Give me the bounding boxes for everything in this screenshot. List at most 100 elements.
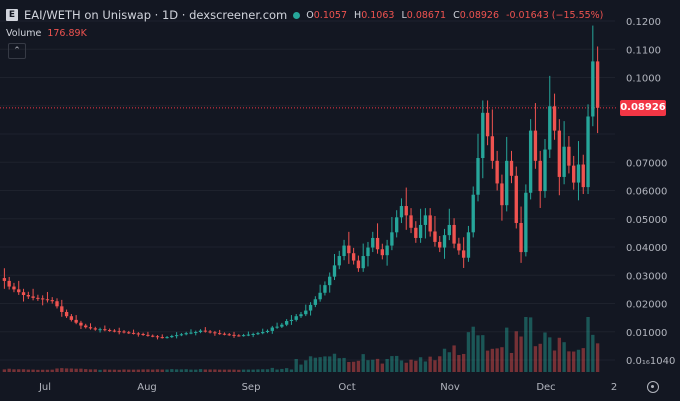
candle-body[interactable] — [342, 245, 346, 257]
candle-body[interactable] — [64, 311, 69, 317]
candle-body[interactable] — [103, 329, 107, 331]
candle-body[interactable] — [409, 215, 413, 228]
candle-body[interactable] — [155, 336, 160, 338]
candle-body[interactable] — [198, 330, 203, 333]
candle-body[interactable] — [88, 327, 93, 329]
candle-body[interactable] — [2, 278, 7, 281]
candle-body[interactable] — [576, 164, 581, 183]
candle-body[interactable] — [146, 334, 150, 336]
candle-body[interactable] — [227, 334, 231, 336]
candle-body[interactable] — [289, 319, 294, 322]
candle-body[interactable] — [595, 61, 600, 108]
candle-body[interactable] — [418, 224, 423, 238]
candle-body[interactable] — [256, 333, 260, 335]
candle-body[interactable] — [495, 160, 499, 184]
candle-body[interactable] — [203, 330, 207, 332]
candle-body[interactable] — [557, 130, 562, 177]
candle-body[interactable] — [232, 334, 236, 336]
candle-body[interactable] — [308, 304, 313, 311]
candle-body[interactable] — [385, 245, 389, 256]
candle-body[interactable] — [457, 243, 461, 251]
candle-body[interactable] — [26, 295, 30, 297]
candle-body[interactable] — [79, 322, 83, 326]
candle-body[interactable] — [356, 260, 361, 269]
candle-body[interactable] — [194, 332, 198, 334]
candle-body[interactable] — [74, 319, 78, 323]
candle-body[interactable] — [131, 332, 136, 334]
candle-body[interactable] — [184, 333, 188, 335]
candle-body[interactable] — [433, 231, 437, 242]
candle-body[interactable] — [261, 332, 265, 334]
candle-body[interactable] — [60, 306, 64, 312]
candle-body[interactable] — [222, 333, 227, 335]
candle-body[interactable] — [208, 331, 212, 333]
candle-body[interactable] — [50, 300, 54, 302]
candle-body[interactable] — [241, 335, 246, 337]
candle-body[interactable] — [404, 206, 408, 216]
candle-body[interactable] — [371, 237, 375, 248]
candle-body[interactable] — [366, 247, 370, 257]
candle-body[interactable] — [17, 289, 21, 293]
candle-body[interactable] — [500, 183, 504, 206]
candle-body[interactable] — [217, 333, 222, 335]
candle-body[interactable] — [567, 146, 571, 166]
candle-body[interactable] — [40, 298, 45, 300]
candle-body[interactable] — [284, 321, 289, 325]
candle-body[interactable] — [304, 310, 308, 315]
candle-body[interactable] — [141, 334, 145, 336]
candle-body[interactable] — [538, 160, 542, 192]
candle-body[interactable] — [533, 130, 538, 161]
candle-body[interactable] — [476, 158, 480, 195]
candle-body[interactable] — [179, 334, 184, 336]
candle-body[interactable] — [265, 330, 270, 333]
candle-body[interactable] — [399, 206, 404, 218]
candle-body[interactable] — [552, 106, 557, 131]
candle-body[interactable] — [524, 192, 528, 253]
candle-body[interactable] — [562, 146, 566, 177]
candle-body[interactable] — [548, 106, 552, 150]
candle-body[interactable] — [246, 334, 251, 336]
candle-body[interactable] — [98, 329, 102, 331]
candle-body[interactable] — [395, 217, 399, 233]
candle-body[interactable] — [127, 332, 131, 334]
chart-title[interactable]: EAI/WETH on Uniswap · 1D · dexscreener.c… — [24, 8, 288, 22]
candle-body[interactable] — [237, 335, 241, 337]
candle-body[interactable] — [509, 160, 514, 176]
candle-body[interactable] — [7, 280, 11, 287]
candle-body[interactable] — [117, 331, 121, 333]
candle-body[interactable] — [514, 175, 518, 223]
candle-body[interactable] — [328, 276, 332, 286]
candle-body[interactable] — [390, 232, 394, 246]
candle-body[interactable] — [213, 332, 217, 334]
candle-body[interactable] — [45, 299, 50, 301]
candle-body[interactable] — [36, 297, 40, 299]
candle-body[interactable] — [505, 160, 509, 206]
candle-body[interactable] — [323, 285, 327, 293]
candle-body[interactable] — [543, 149, 547, 192]
candle-body[interactable] — [447, 224, 451, 236]
candle-body[interactable] — [275, 326, 279, 328]
candle-body[interactable] — [351, 253, 356, 261]
candle-body[interactable] — [174, 335, 179, 337]
candle-body[interactable] — [299, 314, 303, 317]
candle-body[interactable] — [481, 112, 485, 159]
candle-body[interactable] — [189, 332, 193, 334]
candle-body[interactable] — [423, 215, 428, 225]
candle-body[interactable] — [318, 292, 322, 300]
candle-body[interactable] — [519, 222, 523, 253]
candle-body[interactable] — [485, 112, 490, 137]
candle-body[interactable] — [31, 296, 35, 298]
candle-body[interactable] — [12, 286, 16, 290]
candle-body[interactable] — [428, 215, 432, 232]
candle-body[interactable] — [380, 249, 385, 256]
candle-body[interactable] — [55, 301, 59, 307]
candle-body[interactable] — [414, 227, 418, 238]
candle-body[interactable] — [165, 337, 169, 339]
candle-body[interactable] — [69, 316, 74, 320]
candle-body[interactable] — [581, 164, 585, 188]
chevron-up-icon[interactable]: ⌃ — [8, 43, 26, 59]
candle-body[interactable] — [471, 194, 475, 233]
candle-body[interactable] — [21, 292, 26, 296]
candle-body[interactable] — [136, 333, 141, 335]
